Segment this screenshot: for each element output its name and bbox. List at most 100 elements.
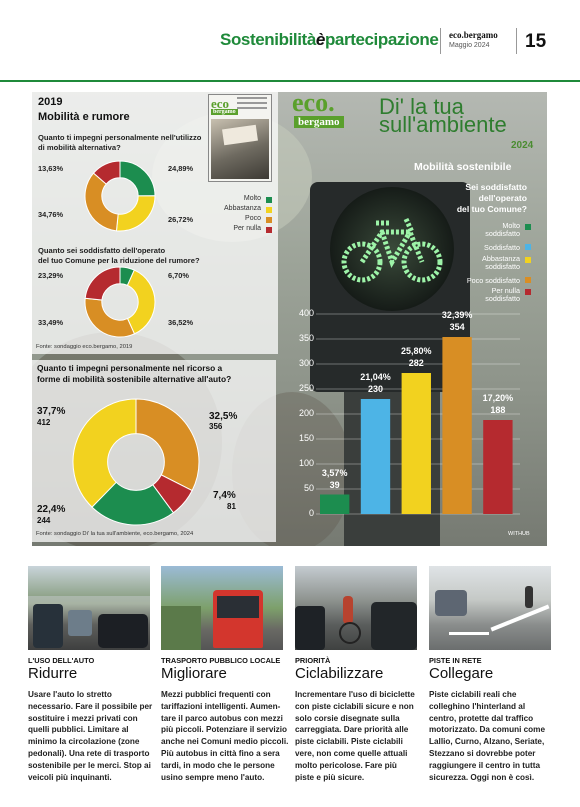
y-tick-label: 350 — [298, 333, 314, 343]
legend-label-per-nulla-soddisfatto: Per nulla soddisfatto — [485, 286, 520, 303]
bar-percent-label: 3,57% — [321, 467, 348, 478]
donut-chart-mobility-2024 — [72, 398, 200, 526]
legend-swatch-poco — [266, 217, 272, 223]
article-body: Incrementare l'uso di biciclette con pis… — [295, 690, 415, 782]
donut3-slice-abbastanza — [72, 398, 137, 508]
cover-text-line — [237, 107, 267, 109]
y-tick-label: 300 — [298, 358, 314, 368]
bar-value-label: 354 — [449, 322, 465, 332]
bar-value-label: 282 — [408, 358, 424, 368]
bicycle-icon — [341, 217, 443, 283]
header-divider — [440, 28, 441, 54]
feature-title-line1: Di' la tua — [379, 94, 464, 119]
bar-percent-label: 25,80% — [401, 346, 432, 356]
donut1-label-per-nulla: 13,63% — [38, 164, 64, 173]
bergamo-logo: bergamo — [294, 116, 344, 128]
y-tick-label: 50 — [303, 483, 314, 493]
donut2-slice-poco — [84, 297, 136, 338]
question-mobility-2019: Quanto ti impegni personalmente nell'uti… — [38, 133, 202, 152]
bar-value-label: 230 — [367, 384, 383, 394]
donut1-label-abbastanza: 26,72% — [168, 215, 194, 224]
bar-percent-label: 21,04% — [360, 372, 391, 382]
donut2-slice-per-nulla — [84, 266, 121, 301]
feature-title-line2: sull'ambiente — [379, 112, 507, 137]
y-tick-label: 200 — [298, 408, 314, 418]
feature-year: 2024 — [511, 140, 534, 151]
donut1-label-poco: 34,76% — [38, 210, 64, 219]
masthead-brand: eco.bergamo — [449, 30, 498, 40]
donut3-slice-poco — [135, 398, 200, 492]
donut3-count-poco: 356 — [209, 422, 223, 431]
bar-chart-mobilita-sostenibile: 0 50 100 150 200 250 300 350 400 3,57% 39 21,04% 230… — [288, 302, 544, 542]
donut1-label-molto: 24,89% — [168, 164, 194, 173]
y-tick-label: 150 — [298, 433, 314, 443]
panel-year: 2019 — [38, 96, 63, 108]
bar-percent-label: 32,39% — [441, 310, 473, 320]
donut3-count-molto: 244 — [37, 516, 51, 525]
bar-abbastanza-soddisfatto — [401, 373, 431, 514]
legend-swatch-molto-soddisfatto — [525, 224, 531, 230]
y-tick-label: 250 — [298, 383, 314, 393]
source-2019: Fonte: sondaggio eco.bergamo, 2019 — [36, 344, 133, 350]
page-number: 15 — [525, 31, 547, 52]
article-body: Mezzi pubblici frequenti con tariffazion… — [161, 690, 289, 782]
donut-chart-mobility-2019 — [84, 160, 156, 232]
photo-cyclist-traffic — [295, 566, 417, 650]
legend-label-poco-soddisfatto: Poco soddisfatto — [466, 276, 520, 285]
legend-label-abbastanza: Abbastanza — [224, 205, 261, 212]
donut1-slice-molto — [119, 160, 156, 197]
section-title: Sostenibilitàèpartecipazione — [220, 30, 439, 49]
source-2024: Fonte: sondaggio Di' la tua sull'ambient… — [36, 531, 194, 537]
donut2-label-abbastanza: 36,52% — [168, 318, 194, 327]
legend-label-molto-soddisfatto: Molto soddisfatto — [485, 221, 520, 238]
donut3-count-per-nulla: 81 — [227, 502, 236, 511]
legend-label-abbastanza-soddisfatto: Abbastanza soddisfatto — [482, 254, 520, 271]
eco-logo: eco. — [292, 88, 335, 117]
donut-chart-noise-2019 — [84, 266, 156, 338]
y-tick-label: 100 — [298, 458, 314, 468]
header-rule — [0, 80, 580, 82]
article-kicker: PRIORITÀ — [295, 656, 331, 665]
donut1-slice-poco — [84, 172, 119, 232]
donut3-slice-molto — [91, 481, 175, 526]
bar-molto-soddisfatto — [320, 494, 350, 514]
bar-soddisfatto — [360, 399, 391, 514]
legend-swatch-per-nulla — [266, 227, 272, 233]
article-headline: Ciclabilizzare — [295, 665, 384, 682]
bar-percent-label: 17,20% — [482, 393, 514, 403]
y-tick-label: 0 — [308, 508, 314, 518]
article-headline: Ridurre — [28, 665, 78, 682]
legend-label-per-nulla: Per nulla — [233, 225, 261, 232]
donut2-label-poco: 33,49% — [38, 318, 64, 327]
donut1-slice-abbastanza — [115, 195, 156, 232]
cover-logo: eco — [211, 96, 230, 111]
cover-logo-sub: bergamo — [211, 109, 238, 115]
issue-date: Maggio 2024 — [449, 42, 490, 49]
article-kicker: TRASPORTO PUBBLICO LOCALE — [161, 656, 281, 665]
magazine-cover-thumbnail: eco bergamo — [208, 94, 272, 182]
panel-title: Mobilità e rumore — [38, 111, 130, 123]
cover-text-line — [237, 97, 267, 99]
bar-chart-plot — [316, 313, 520, 515]
donut3-pct-abbastanza: 37,7% — [37, 406, 66, 417]
donut2-label-per-nulla: 23,29% — [38, 271, 64, 280]
donut3-count-abbastanza: 412 — [37, 418, 51, 427]
bar-per-nulla-soddisfatto — [483, 420, 513, 514]
article-kicker: PISTE IN RETE — [429, 656, 482, 665]
chart-title: Mobilità sostenibile — [414, 161, 512, 173]
graphic-credit: WITHUB — [508, 531, 530, 537]
legend-swatch-per-nulla-soddisfatto — [525, 289, 531, 295]
legend-label-molto: Molto — [243, 195, 261, 202]
legend-swatch-abbastanza-soddisfatto — [525, 257, 531, 263]
article-headline: Collegare — [429, 665, 494, 682]
donut3-pct-molto: 22,4% — [37, 504, 66, 515]
donut2-label-molto: 6,70% — [168, 271, 189, 280]
legend-label-poco: Poco — [245, 215, 261, 222]
legend-swatch-soddisfatto — [525, 244, 531, 250]
legend-label-soddisfatto: Soddisfatto — [484, 243, 520, 252]
donut3-pct-poco: 32,5% — [209, 411, 238, 422]
photo-city-bus — [161, 566, 283, 650]
question-noise-2019: Quanto sei soddisfatto dell'operato del … — [38, 246, 200, 265]
cover-text-line — [237, 102, 267, 104]
article-kicker: L'USO DELL'AUTO — [28, 656, 95, 665]
